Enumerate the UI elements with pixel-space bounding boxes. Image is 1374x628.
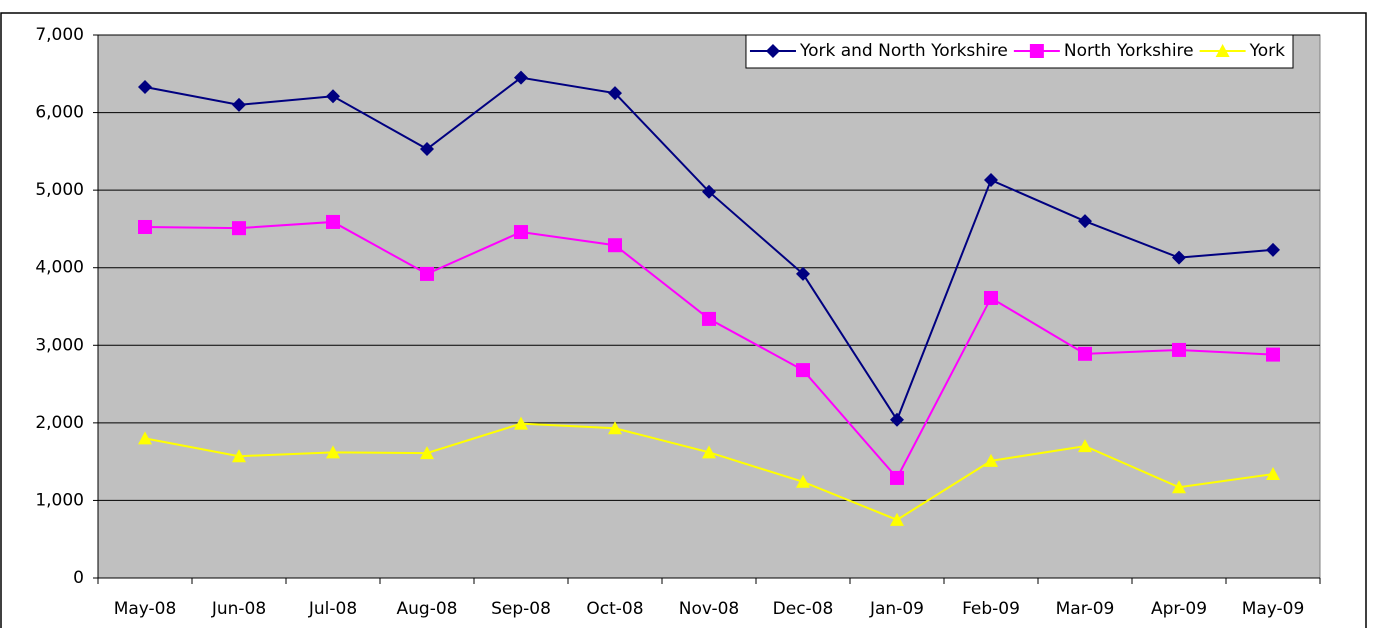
marker [1172, 480, 1186, 494]
y-tick-label: 5,000 [35, 180, 84, 200]
marker [1029, 44, 1044, 58]
legend-label: York [1249, 41, 1286, 61]
marker [796, 474, 810, 488]
marker [326, 89, 340, 104]
x-tick-label: Jun-08 [211, 599, 266, 619]
marker [514, 70, 528, 85]
x-tick-label: Mar-09 [1056, 599, 1115, 619]
marker [890, 470, 904, 485]
marker [890, 512, 904, 526]
marker [796, 266, 810, 281]
x-tick-label: Jan-09 [869, 599, 924, 619]
x-tick-label: Nov-08 [679, 599, 740, 619]
legend-label: North Yorkshire [1064, 41, 1194, 61]
marker [1266, 467, 1280, 481]
x-tick-label: Feb-09 [962, 599, 1020, 619]
marker [138, 431, 152, 445]
marker [1078, 439, 1092, 453]
x-tick-label: Oct-08 [586, 599, 643, 619]
x-tick-label: Aug-08 [397, 599, 458, 619]
marker [1078, 346, 1092, 361]
marker [1078, 214, 1092, 229]
x-tick-label: Apr-09 [1151, 599, 1207, 619]
marker [702, 311, 716, 326]
marker [765, 44, 780, 58]
marker [702, 184, 716, 199]
x-tick-label: May-09 [1242, 599, 1305, 619]
marker [1266, 347, 1280, 362]
y-tick-label: 0 [73, 568, 84, 588]
y-tick-label: 4,000 [35, 258, 84, 278]
marker [1172, 342, 1186, 357]
x-tick-label: Sep-08 [491, 599, 551, 619]
legend: York and North Yorkshire North Yorkshire Y… [745, 34, 1294, 69]
x-tick-label: Jul-08 [308, 599, 357, 619]
marker [420, 142, 434, 157]
y-tick-label: 3,000 [35, 335, 84, 355]
marker [702, 445, 716, 459]
marker [608, 238, 622, 253]
y-tick-label: 2,000 [35, 413, 84, 433]
marker [326, 214, 340, 229]
marker [326, 445, 340, 459]
marker [984, 173, 998, 188]
marker [232, 221, 246, 236]
y-tick-label: 1,000 [35, 490, 84, 510]
legend-label: York and North Yorkshire [799, 41, 1008, 61]
marker [232, 449, 246, 463]
marker [514, 416, 528, 430]
marker [984, 453, 998, 467]
marker [890, 412, 904, 427]
marker [796, 363, 810, 378]
marker [608, 86, 622, 101]
y-tick-label: 7,000 [35, 25, 84, 45]
y-tick-label: 6,000 [35, 103, 84, 123]
marker [138, 79, 152, 94]
marker [514, 225, 528, 240]
marker [984, 290, 998, 305]
x-tick-label: Dec-08 [773, 599, 834, 619]
marker [232, 97, 246, 112]
plot-area [97, 34, 1321, 579]
marker [1172, 250, 1186, 265]
marker [138, 219, 152, 234]
marker [1266, 242, 1280, 257]
x-tick-label: May-08 [114, 599, 177, 619]
marker [1215, 44, 1230, 57]
marker [420, 446, 434, 460]
marker [420, 266, 434, 281]
marker [608, 421, 622, 435]
